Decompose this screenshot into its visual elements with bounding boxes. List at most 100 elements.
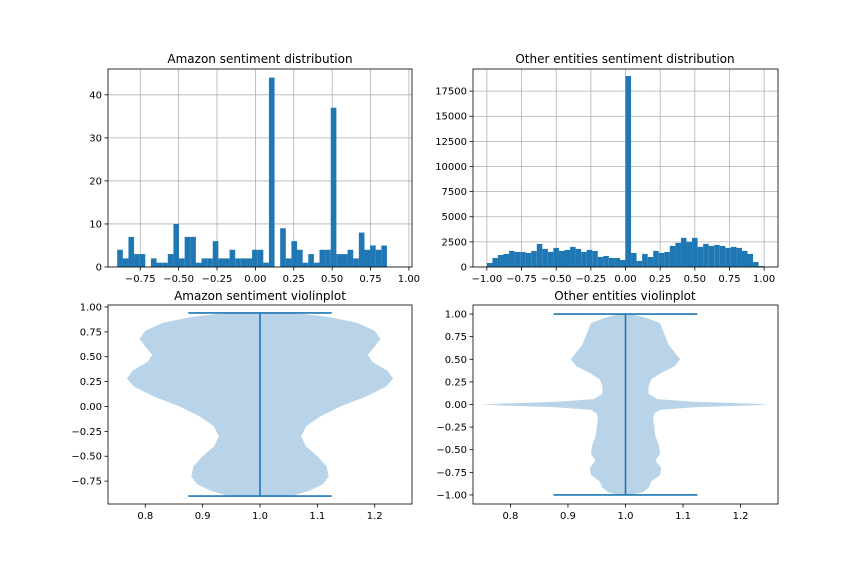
x-tick-label: 0.00 xyxy=(244,274,266,285)
histogram-bar xyxy=(597,256,604,267)
histogram-bar xyxy=(642,253,648,267)
histogram-bar xyxy=(520,251,526,267)
x-tick-label: −0.75 xyxy=(506,274,537,285)
y-tick-label: 1.00 xyxy=(80,302,102,313)
histogram-bar xyxy=(212,241,219,267)
histogram-bar xyxy=(313,262,320,267)
other-violin-title: Other entities violinplot xyxy=(554,289,696,303)
histogram-bar xyxy=(547,251,554,267)
histogram-bar xyxy=(564,249,571,267)
histogram-bar xyxy=(758,265,765,267)
y-tick-label: 0.75 xyxy=(80,327,102,338)
histogram-bar xyxy=(586,249,593,267)
x-tick-label: 0.25 xyxy=(283,274,305,285)
histogram-bar xyxy=(581,251,587,267)
amazon-histogram-panel: Amazon sentiment distribution −0.75 −0.50… xyxy=(89,52,420,285)
y-tick-label: 10 xyxy=(89,219,102,230)
histogram-bar xyxy=(747,253,754,267)
histogram-bar xyxy=(330,107,337,267)
histogram-bar xyxy=(139,254,146,267)
x-tick-label: −1.00 xyxy=(472,274,503,285)
histogram-bar xyxy=(353,258,359,267)
other-violin-panel: Other entities violinplot 0.8 0.9 1.0 1.1 1.… xyxy=(436,289,779,522)
y-tick-label: 0 xyxy=(96,263,102,274)
histogram-bar xyxy=(162,262,168,267)
y-tick-label: 30 xyxy=(89,133,102,144)
histogram-bar xyxy=(680,237,687,267)
histogram-bar xyxy=(156,262,163,267)
amazon-violin-panel: Amazon sentiment violinplot 0.8 0.9 1.0 1.1… xyxy=(71,289,413,522)
y-tick-label: 15000 xyxy=(435,112,467,123)
histogram-bar xyxy=(291,241,298,267)
amazon-histogram-title: Amazon sentiment distribution xyxy=(167,52,352,66)
histogram-bar xyxy=(619,259,626,267)
histogram-bar xyxy=(531,250,537,267)
histogram-bar xyxy=(497,254,504,267)
histogram-bar xyxy=(280,228,286,267)
y-tick-label: 12500 xyxy=(435,137,467,148)
histogram-bar xyxy=(128,236,135,267)
y-tick-label: 0.00 xyxy=(445,400,467,411)
histogram-bar xyxy=(263,262,269,267)
histogram-bar xyxy=(686,241,693,267)
histogram-bar xyxy=(285,258,292,267)
x-tick-label: 0.25 xyxy=(649,274,671,285)
y-tick-label: 1.00 xyxy=(445,310,467,321)
histogram-bar xyxy=(117,249,123,267)
histogram-bar xyxy=(647,256,654,267)
histogram-bar xyxy=(207,258,213,267)
histogram-bar xyxy=(592,250,598,267)
histogram-bar xyxy=(336,254,342,267)
y-tick-label: 0 xyxy=(461,263,467,274)
histogram-bar xyxy=(558,250,565,267)
histogram-bar xyxy=(325,249,331,267)
histogram-bar xyxy=(675,242,681,267)
histogram-bar xyxy=(201,258,208,267)
y-tick-label: 5000 xyxy=(442,212,467,223)
x-tick-label: 1.1 xyxy=(675,511,691,522)
histogram-bar xyxy=(625,76,632,268)
y-tick-label: 40 xyxy=(89,90,102,101)
histogram-bar xyxy=(509,250,515,267)
histogram-bar xyxy=(246,258,253,267)
histogram-bar xyxy=(167,254,174,267)
other-histogram-panel: Other entities sentiment distribution −1… xyxy=(435,52,779,285)
histogram-bar xyxy=(714,244,720,267)
histogram-bar xyxy=(381,245,387,267)
y-tick-label: −0.25 xyxy=(71,427,102,438)
y-tick-label: 0.25 xyxy=(445,377,467,388)
histogram-bar xyxy=(719,245,726,267)
x-tick-label: 1.0 xyxy=(618,511,634,522)
histogram-bar xyxy=(664,251,670,267)
y-tick-label: −0.50 xyxy=(436,445,467,456)
histogram-bar xyxy=(347,249,354,267)
x-tick-label: −0.25 xyxy=(576,274,607,285)
amazon-histogram-frame xyxy=(107,68,413,268)
histogram-bar xyxy=(703,243,709,267)
histogram-bar xyxy=(542,248,548,267)
histogram-bar xyxy=(195,262,202,267)
histogram-bar xyxy=(268,77,275,267)
histogram-bar xyxy=(150,258,157,267)
y-tick-label: 0.25 xyxy=(80,377,102,388)
histogram-bar xyxy=(736,247,742,267)
histogram-bar xyxy=(358,232,365,267)
y-tick-label: −0.50 xyxy=(71,452,102,463)
amazon-violin-title: Amazon sentiment violinplot xyxy=(174,289,346,303)
histogram-bar xyxy=(553,247,559,267)
y-tick-label: 7500 xyxy=(442,187,467,198)
y-tick-label: 0.50 xyxy=(445,355,467,366)
histogram-bar xyxy=(603,255,609,267)
histogram-bar xyxy=(370,245,376,267)
y-tick-label: −0.75 xyxy=(436,468,467,479)
x-tick-label: 1.00 xyxy=(753,274,775,285)
histogram-bar xyxy=(575,248,582,267)
histogram-bar xyxy=(486,262,493,267)
x-tick-label: 0.00 xyxy=(614,274,636,285)
histogram-bar xyxy=(741,250,748,267)
y-tick-label: −0.25 xyxy=(436,423,467,434)
histogram-bar xyxy=(653,250,659,267)
histogram-bar xyxy=(252,249,258,267)
x-tick-label: 1.2 xyxy=(733,511,749,522)
x-tick-label: 0.50 xyxy=(684,274,706,285)
